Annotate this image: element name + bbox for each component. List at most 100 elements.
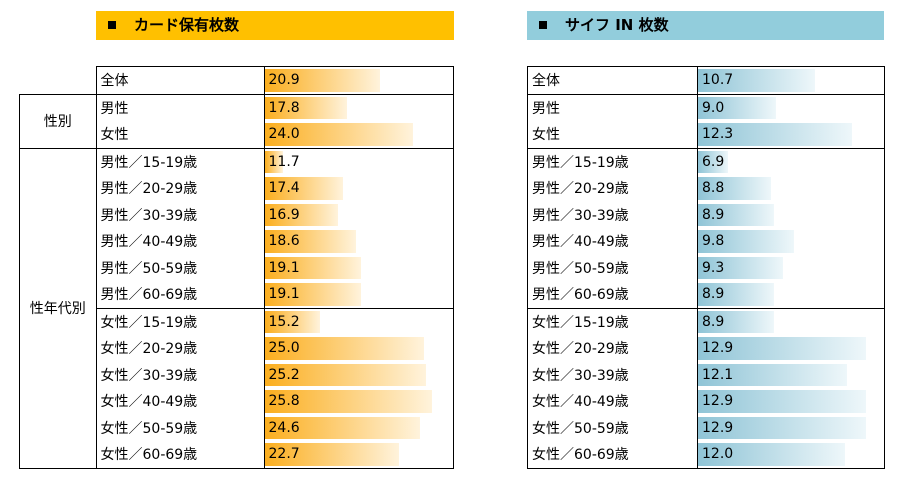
data-label: 15.2 xyxy=(268,313,300,330)
data-label: 6.9 xyxy=(702,153,725,170)
bar-cell: 12.9 xyxy=(697,335,885,362)
category-label: 女性／30-39歳 xyxy=(527,361,698,388)
empty-cell xyxy=(19,66,97,94)
bar xyxy=(264,69,381,92)
category-label: 男性／30-39歳 xyxy=(527,201,698,228)
data-label: 17.8 xyxy=(268,99,300,116)
bar-cell: 12.1 xyxy=(697,361,885,388)
category-label: 男性／15-19歳 xyxy=(527,147,698,175)
data-label: 9.8 xyxy=(702,233,725,250)
category-label: 男性／20-29歳 xyxy=(527,175,698,202)
data-label: 22.7 xyxy=(268,446,300,463)
table-row: 女性 12.3 xyxy=(527,121,885,148)
bar-cell: 12.9 xyxy=(697,388,885,415)
table-row: 性別 男性 17.8 xyxy=(19,93,454,149)
table-row: 女性／15-19歳 15.2 xyxy=(20,307,454,335)
bar xyxy=(264,123,414,146)
wallet-title: サイフ IN 枚数 xyxy=(565,16,669,34)
data-label: 19.1 xyxy=(268,286,300,303)
category-label: 女性／60-69歳 xyxy=(95,441,265,469)
category-label: 女性／40-49歳 xyxy=(95,388,265,415)
bar-cell: 18.6 xyxy=(263,228,454,255)
bar xyxy=(264,203,338,226)
category-label: 男性／30-39歳 xyxy=(95,201,265,228)
category-label: 女性／40-49歳 xyxy=(527,388,698,415)
data-label: 24.0 xyxy=(268,126,300,143)
bar-cell: 25.2 xyxy=(263,361,454,388)
table-row: 女性／50-59歳 24.6 xyxy=(20,414,454,441)
category-label: 女性／50-59歳 xyxy=(95,414,265,441)
wallet-header: サイフ IN 枚数 xyxy=(527,11,884,40)
bar xyxy=(698,96,777,119)
data-label: 20.9 xyxy=(268,72,300,89)
table-row: 女性／50-59歳 12.9 xyxy=(527,414,885,441)
bar xyxy=(264,390,433,413)
bar xyxy=(264,337,424,360)
data-label: 25.2 xyxy=(268,366,300,383)
bar-cell: 10.7 xyxy=(697,66,885,94)
bar xyxy=(264,310,320,333)
table-row: 性年代別 男性／15-19歳 11.7 xyxy=(19,147,454,469)
bar-cell: 16.9 xyxy=(263,201,454,228)
bar xyxy=(698,283,774,306)
data-label: 12.0 xyxy=(702,446,734,463)
bar xyxy=(264,283,362,306)
bar xyxy=(698,256,783,279)
bar xyxy=(264,177,344,200)
table-row: 女性／30-39歳 12.1 xyxy=(527,361,885,388)
bar xyxy=(264,416,420,439)
category-label: 男性／50-59歳 xyxy=(95,254,265,281)
bar-cell: 25.0 xyxy=(263,335,454,362)
category-label: 男性／50-59歳 xyxy=(527,254,698,281)
category-label: 男性 xyxy=(95,93,265,121)
table-row: 女性／20-29歳 12.9 xyxy=(527,335,885,362)
table-row: 男性／40-49歳 18.6 xyxy=(20,228,454,255)
data-label: 12.3 xyxy=(702,126,734,143)
data-label: 11.7 xyxy=(268,153,300,170)
bar-cell: 15.2 xyxy=(263,307,454,335)
table-row: 男性／40-49歳 9.8 xyxy=(527,228,885,255)
bar xyxy=(698,230,795,253)
bar-cell: 9.8 xyxy=(697,228,885,255)
table-row: 女性／40-49歳 25.8 xyxy=(20,388,454,415)
table-row: 男性／20-29歳 17.4 xyxy=(20,175,454,202)
table-row: 女性 24.0 xyxy=(20,121,454,148)
wallet-table: 全体 10.7 男性 9.0 女性 12.3 男性／15-19歳 6.9 男性／20-29歳 8.… xyxy=(527,66,885,469)
bar xyxy=(698,69,816,92)
bar xyxy=(264,150,283,173)
bar xyxy=(698,363,848,386)
table-row: 男性／60-69歳 19.1 xyxy=(20,281,454,308)
category-label: 女性 xyxy=(527,121,698,148)
data-label: 8.9 xyxy=(702,286,725,303)
bar xyxy=(264,256,362,279)
data-label: 19.1 xyxy=(268,259,300,276)
data-label: 12.9 xyxy=(702,340,734,357)
table-row: 男性／30-39歳 8.9 xyxy=(527,201,885,228)
card-title: カード保有枚数 xyxy=(134,16,240,34)
data-label: 10.7 xyxy=(702,72,734,89)
bar xyxy=(264,363,426,386)
bar xyxy=(698,337,866,360)
category-label: 全体 xyxy=(527,66,698,94)
category-label: 女性／15-19歳 xyxy=(95,307,265,335)
bar xyxy=(264,230,356,253)
square-bullet-icon xyxy=(539,20,547,29)
bar xyxy=(264,443,400,466)
table-row: 男性／60-69歳 8.9 xyxy=(527,281,885,308)
table-row: 女性／40-49歳 12.9 xyxy=(527,388,885,415)
category-label: 女性／50-59歳 xyxy=(527,414,698,441)
table-row: 男性 9.0 xyxy=(527,93,885,121)
category-label: 男性／40-49歳 xyxy=(95,228,265,255)
table-row: 女性／30-39歳 25.2 xyxy=(20,361,454,388)
table-row: 男性／20-29歳 8.8 xyxy=(527,175,885,202)
square-bullet-icon xyxy=(108,20,116,29)
category-label: 女性／20-29歳 xyxy=(527,335,698,362)
bar-cell: 8.9 xyxy=(697,281,885,308)
category-label: 男性／60-69歳 xyxy=(95,281,265,308)
bar xyxy=(698,123,852,146)
data-label: 17.4 xyxy=(268,180,300,197)
bar-cell: 12.0 xyxy=(697,441,885,469)
table-row: 女性／60-69歳 12.0 xyxy=(527,441,885,469)
data-label: 25.0 xyxy=(268,340,300,357)
category-label: 女性／20-29歳 xyxy=(95,335,265,362)
